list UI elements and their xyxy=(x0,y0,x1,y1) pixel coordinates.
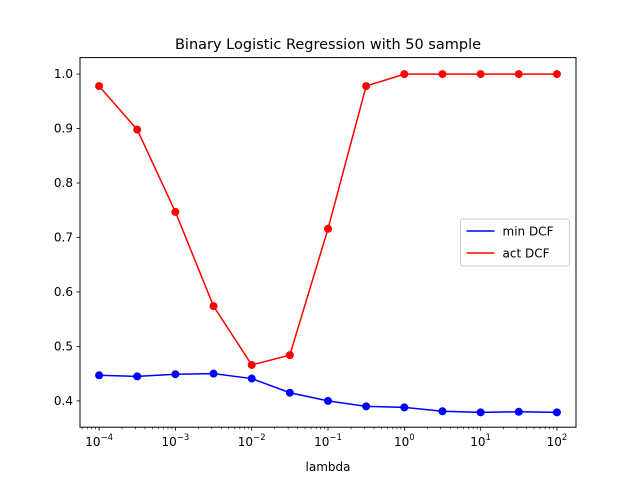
data-point-s1-9 xyxy=(438,70,447,79)
data-point-s0-6 xyxy=(324,396,333,405)
x-axis: 10−4 10−3 10−2 10−1 100 101 102 xyxy=(81,427,568,449)
data-point-s1-6 xyxy=(324,224,333,233)
data-point-s0-5 xyxy=(285,388,294,397)
data-point-s1-5 xyxy=(285,351,294,360)
data-point-s0-10 xyxy=(476,408,485,417)
x-tick-label-5: 101 xyxy=(470,433,491,449)
data-point-s1-2 xyxy=(171,207,180,216)
data-point-s0-11 xyxy=(514,407,523,416)
data-point-s0-12 xyxy=(552,408,561,417)
x-tick-label-1: 10−3 xyxy=(161,433,189,449)
data-point-s0-1 xyxy=(133,372,142,381)
x-tick-label-0: 10−4 xyxy=(85,433,113,449)
y-tick-label-6: 1.0 xyxy=(54,67,73,81)
y-tick-label-4: 0.8 xyxy=(54,176,73,190)
x-tick-label-3: 10−1 xyxy=(314,433,342,449)
data-point-s1-12 xyxy=(552,70,561,79)
y-tick-label-1: 0.5 xyxy=(54,339,73,353)
x-tick-label-2: 10−2 xyxy=(238,433,266,449)
data-point-s0-3 xyxy=(209,369,218,378)
data-point-s0-9 xyxy=(438,407,447,416)
chart-title: Binary Logistic Regression with 50 sampl… xyxy=(175,37,481,53)
data-point-s0-0 xyxy=(95,371,104,380)
legend-label-1: act DCF xyxy=(503,247,550,261)
data-point-s1-8 xyxy=(400,70,409,79)
data-point-s1-1 xyxy=(133,125,142,134)
legend: min DCF act DCF xyxy=(460,218,570,267)
data-point-s1-0 xyxy=(95,82,104,91)
x-tick-label-4: 100 xyxy=(394,433,415,449)
y-tick-label-3: 0.7 xyxy=(54,230,73,244)
data-point-s0-2 xyxy=(171,370,180,379)
y-tick-label-0: 0.4 xyxy=(54,394,73,408)
plot-area xyxy=(95,70,561,417)
data-point-s1-3 xyxy=(209,302,218,311)
data-point-s1-10 xyxy=(476,70,485,79)
x-axis-label: lambda xyxy=(306,460,351,474)
y-tick-label-2: 0.6 xyxy=(54,285,73,299)
x-tick-label-6: 102 xyxy=(547,433,568,449)
data-point-s1-11 xyxy=(514,70,523,79)
data-point-s1-4 xyxy=(247,360,256,369)
data-point-s0-8 xyxy=(400,403,409,412)
data-point-s1-7 xyxy=(362,82,371,91)
y-tick-label-5: 0.9 xyxy=(54,122,73,136)
data-point-s0-7 xyxy=(362,402,371,411)
y-axis: 0.4 0.5 0.6 0.7 0.8 0.9 1.0 xyxy=(54,67,80,408)
legend-label-0: min DCF xyxy=(503,225,554,239)
data-point-s0-4 xyxy=(247,374,256,383)
